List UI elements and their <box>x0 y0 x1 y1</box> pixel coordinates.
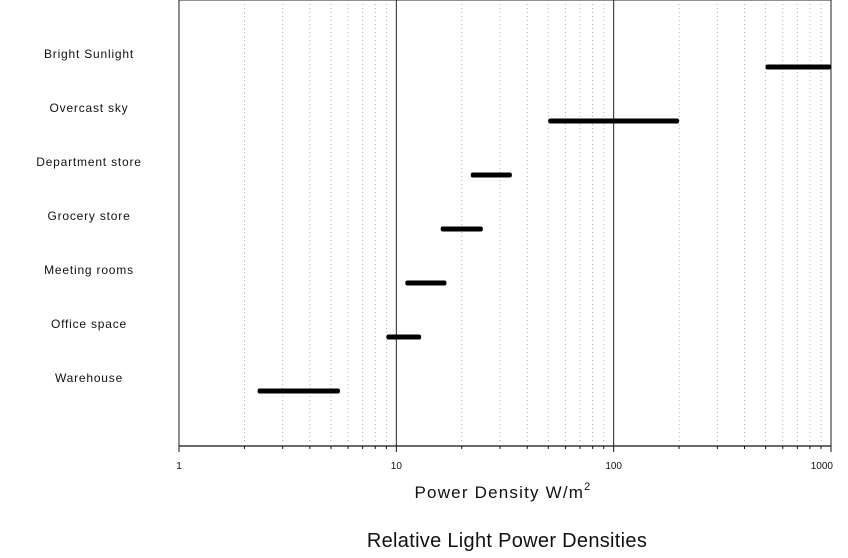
x-axis-title-superscript: 2 <box>584 481 591 493</box>
category-label: Overcast sky <box>50 101 129 115</box>
category-label: Bright Sunlight <box>44 47 134 61</box>
range-bar <box>257 388 340 394</box>
x-tick-label: 100 <box>605 461 622 472</box>
x-tick-label: 1 <box>176 461 182 472</box>
category-label: Grocery store <box>47 209 130 223</box>
x-tick-label: 1000 <box>811 461 834 472</box>
x-axis-title-text: Power Density W/m <box>415 483 585 502</box>
category-labels: Bright Sunlight Overcast sky Department st… <box>36 47 142 385</box>
x-axis-ticks <box>178 446 832 452</box>
x-tick-label: 10 <box>391 461 403 472</box>
category-label: Meeting rooms <box>44 263 134 277</box>
range-bars <box>257 64 831 394</box>
range-bar <box>765 64 831 70</box>
plot-area <box>178 0 832 447</box>
range-bar <box>405 280 447 286</box>
category-label: Warehouse <box>55 371 123 385</box>
range-bar <box>440 226 483 232</box>
range-bar <box>470 172 512 178</box>
major-grid <box>395 0 615 446</box>
chart-title: Relative Light Power Densities <box>367 530 647 552</box>
range-bar <box>548 118 680 124</box>
category-label: Office space <box>51 317 127 331</box>
range-bar <box>386 334 422 340</box>
category-label: Department store <box>36 155 142 169</box>
x-tick-labels: 1 10 100 1000 <box>176 461 833 472</box>
x-axis-title: Power Density W/m2 <box>415 481 592 502</box>
